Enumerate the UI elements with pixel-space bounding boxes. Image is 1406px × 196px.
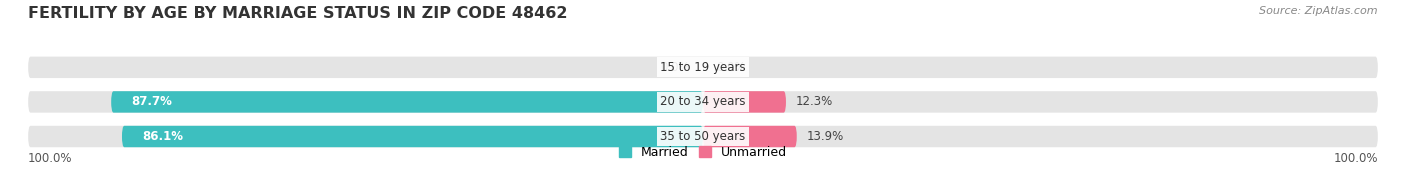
Text: 100.0%: 100.0% <box>28 152 73 165</box>
FancyBboxPatch shape <box>28 91 1378 113</box>
FancyBboxPatch shape <box>28 57 1378 78</box>
Text: 13.9%: 13.9% <box>807 130 844 143</box>
FancyBboxPatch shape <box>122 126 703 147</box>
Text: 15 to 19 years: 15 to 19 years <box>661 61 745 74</box>
FancyBboxPatch shape <box>703 91 786 113</box>
Text: 0.0%: 0.0% <box>659 61 689 74</box>
Text: FERTILITY BY AGE BY MARRIAGE STATUS IN ZIP CODE 48462: FERTILITY BY AGE BY MARRIAGE STATUS IN Z… <box>28 6 568 21</box>
Text: 35 to 50 years: 35 to 50 years <box>661 130 745 143</box>
FancyBboxPatch shape <box>111 91 703 113</box>
FancyBboxPatch shape <box>703 126 797 147</box>
Text: 86.1%: 86.1% <box>142 130 183 143</box>
Legend: Married, Unmarried: Married, Unmarried <box>613 141 793 164</box>
Text: 20 to 34 years: 20 to 34 years <box>661 95 745 108</box>
Text: 100.0%: 100.0% <box>1333 152 1378 165</box>
Text: 87.7%: 87.7% <box>131 95 173 108</box>
Text: 0.0%: 0.0% <box>717 61 747 74</box>
Text: 12.3%: 12.3% <box>796 95 834 108</box>
Text: Source: ZipAtlas.com: Source: ZipAtlas.com <box>1260 6 1378 16</box>
FancyBboxPatch shape <box>28 126 1378 147</box>
